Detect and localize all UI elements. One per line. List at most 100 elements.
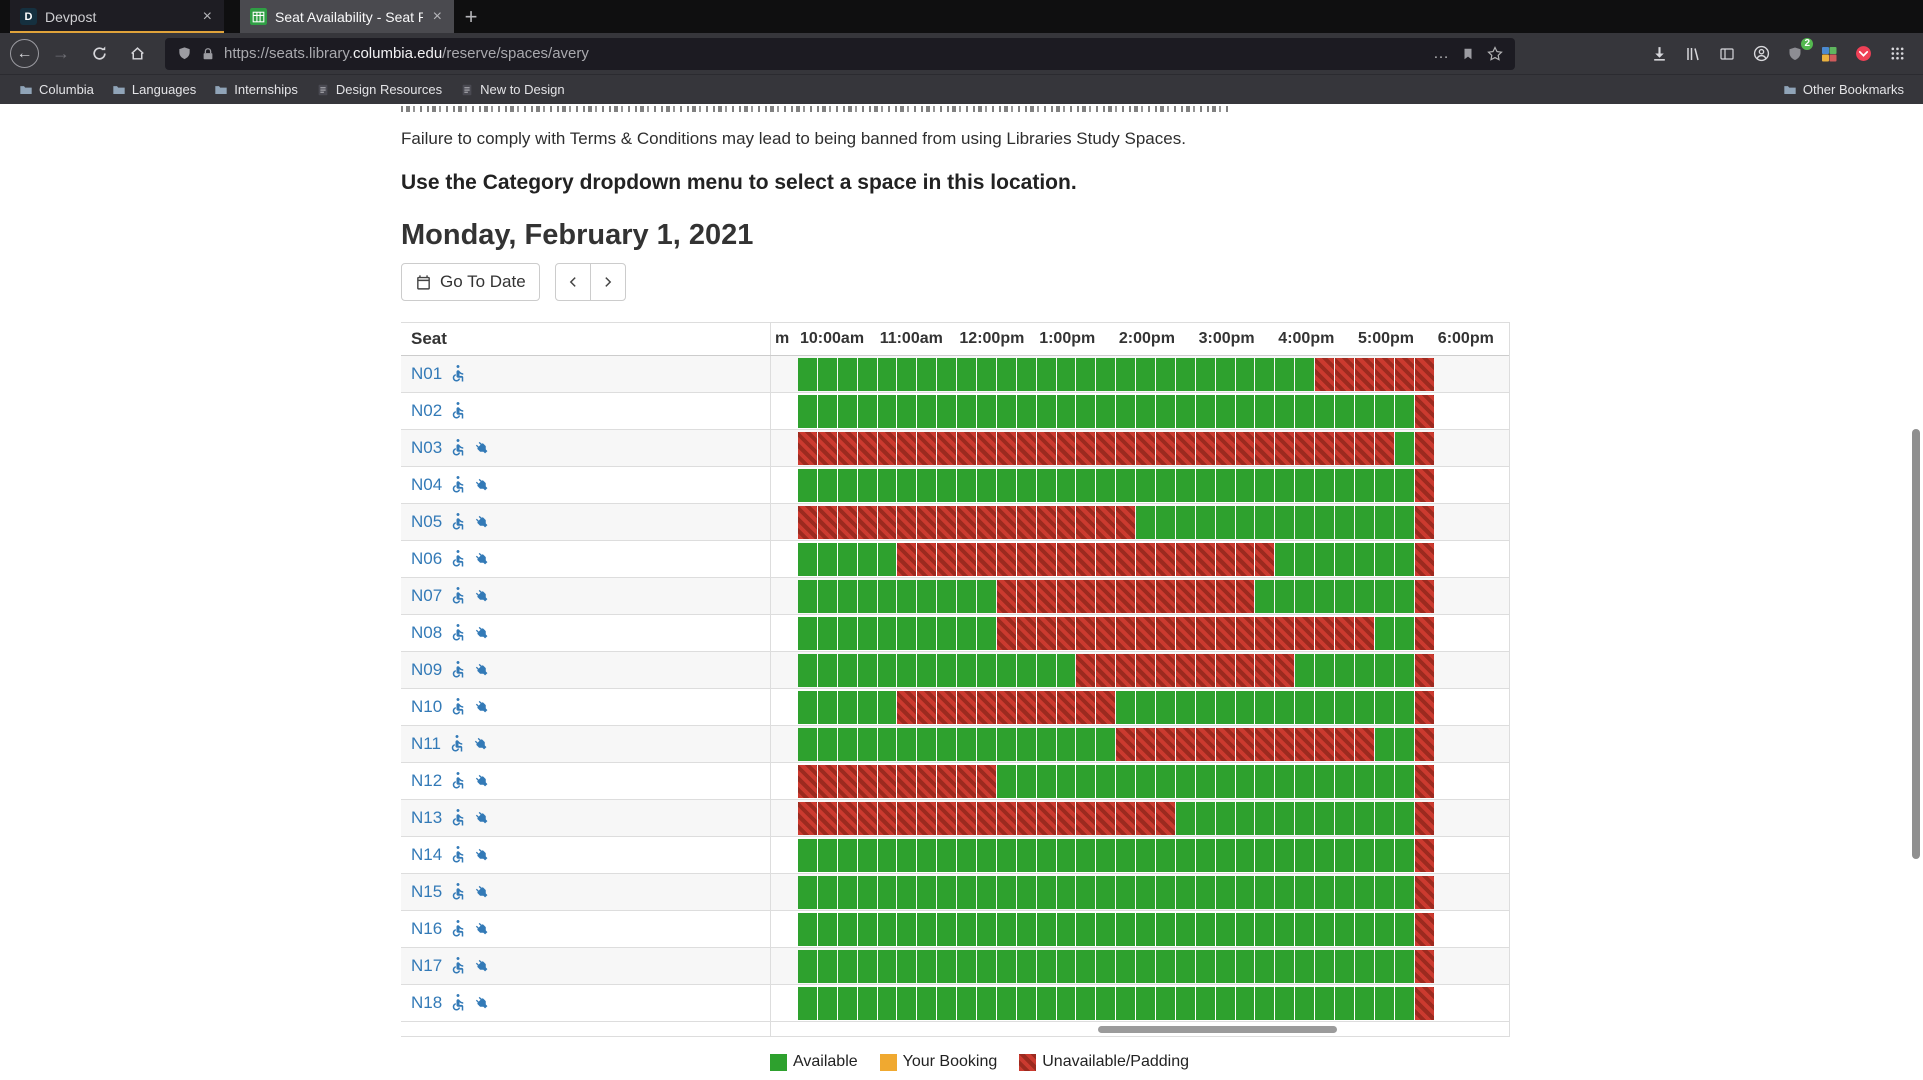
slot-unavailable[interactable] — [1056, 616, 1076, 650]
slot-available[interactable] — [977, 394, 996, 428]
slot-unavailable[interactable] — [1016, 690, 1036, 724]
slot-unavailable[interactable] — [1414, 505, 1434, 539]
slot-available[interactable] — [1175, 986, 1195, 1020]
slot-available[interactable] — [1354, 838, 1374, 872]
slot-available[interactable] — [1255, 690, 1275, 724]
slot-available[interactable] — [917, 986, 937, 1020]
slot-unavailable[interactable] — [1116, 542, 1136, 576]
slot-available[interactable] — [798, 653, 817, 687]
slot-available[interactable] — [1315, 505, 1335, 539]
slot-available[interactable] — [897, 838, 917, 872]
slot-available[interactable] — [1354, 394, 1374, 428]
slot-available[interactable] — [1076, 764, 1096, 798]
slot-available[interactable] — [1374, 653, 1394, 687]
slot-unavailable[interactable] — [1016, 616, 1036, 650]
slot-available[interactable] — [1255, 838, 1275, 872]
slot-available[interactable] — [1275, 801, 1295, 835]
slot-unavailable[interactable] — [1056, 431, 1076, 465]
seat-link[interactable]: N17 — [411, 956, 443, 975]
slot-available[interactable] — [1235, 764, 1255, 798]
slot-available[interactable] — [917, 579, 937, 613]
slot-unavailable[interactable] — [1116, 579, 1136, 613]
slot-unavailable[interactable] — [897, 542, 917, 576]
slot-available[interactable] — [1354, 764, 1374, 798]
slot-available[interactable] — [977, 357, 996, 391]
slot-available[interactable] — [837, 949, 857, 983]
slot-available[interactable] — [1315, 394, 1335, 428]
slot-available[interactable] — [1235, 912, 1255, 946]
slot-available[interactable] — [1374, 542, 1394, 576]
slot-available[interactable] — [857, 542, 877, 576]
slot-available[interactable] — [1335, 875, 1354, 909]
slot-available[interactable] — [1195, 875, 1215, 909]
slot-available[interactable] — [897, 394, 917, 428]
slot-unavailable[interactable] — [1036, 801, 1056, 835]
slot-available[interactable] — [1116, 357, 1136, 391]
slot-available[interactable] — [1175, 838, 1195, 872]
slot-available[interactable] — [1354, 579, 1374, 613]
slot-unavailable[interactable] — [1414, 431, 1434, 465]
slot-unavailable[interactable] — [1335, 431, 1354, 465]
slot-available[interactable] — [897, 875, 917, 909]
slot-available[interactable] — [1116, 838, 1136, 872]
slot-available[interactable] — [1374, 838, 1394, 872]
slot-unavailable[interactable] — [1235, 727, 1255, 761]
slot-available[interactable] — [1255, 468, 1275, 502]
slot-available[interactable] — [996, 838, 1016, 872]
slot-available[interactable] — [1335, 949, 1354, 983]
slot-unavailable[interactable] — [1195, 542, 1215, 576]
slot-unavailable[interactable] — [1215, 616, 1235, 650]
slot-unavailable[interactable] — [1056, 542, 1076, 576]
slot-available[interactable] — [857, 357, 877, 391]
slot-available[interactable] — [1315, 579, 1335, 613]
slot-available[interactable] — [1255, 357, 1275, 391]
slot-available[interactable] — [1136, 949, 1156, 983]
slot-unavailable[interactable] — [1195, 431, 1215, 465]
slot-available[interactable] — [1275, 690, 1295, 724]
slot-available[interactable] — [817, 616, 837, 650]
slot-available[interactable] — [937, 986, 957, 1020]
slot-unavailable[interactable] — [1136, 542, 1156, 576]
slot-available[interactable] — [1195, 690, 1215, 724]
slot-available[interactable] — [1394, 875, 1414, 909]
slot-available[interactable] — [1016, 912, 1036, 946]
slot-available[interactable] — [957, 986, 977, 1020]
slot-available[interactable] — [996, 912, 1016, 946]
slot-available[interactable] — [1036, 653, 1056, 687]
slot-available[interactable] — [1315, 912, 1335, 946]
slot-unavailable[interactable] — [937, 801, 957, 835]
slot-unavailable[interactable] — [1275, 616, 1295, 650]
account-icon[interactable] — [1751, 44, 1771, 64]
page-actions-icon[interactable]: … — [1433, 44, 1449, 62]
slot-unavailable[interactable] — [937, 505, 957, 539]
slot-available[interactable] — [837, 875, 857, 909]
slot-available[interactable] — [1016, 394, 1036, 428]
slot-unavailable[interactable] — [917, 764, 937, 798]
slot-unavailable[interactable] — [817, 764, 837, 798]
slot-available[interactable] — [1036, 838, 1056, 872]
slot-available[interactable] — [1175, 764, 1195, 798]
slot-unavailable[interactable] — [798, 505, 817, 539]
slot-available[interactable] — [1315, 986, 1335, 1020]
slot-available[interactable] — [996, 986, 1016, 1020]
slot-available[interactable] — [817, 653, 837, 687]
slot-available[interactable] — [1315, 690, 1335, 724]
slot-available[interactable] — [798, 357, 817, 391]
seat-link[interactable]: N07 — [411, 586, 443, 605]
slot-unavailable[interactable] — [1036, 505, 1056, 539]
slot-available[interactable] — [798, 727, 817, 761]
slot-unavailable[interactable] — [1215, 431, 1235, 465]
slot-unavailable[interactable] — [1414, 949, 1434, 983]
slot-unavailable[interactable] — [1175, 542, 1195, 576]
slot-available[interactable] — [877, 542, 897, 576]
slot-available[interactable] — [1335, 690, 1354, 724]
forward-button[interactable]: → — [52, 43, 70, 63]
slot-available[interactable] — [1195, 468, 1215, 502]
slot-unavailable[interactable] — [857, 505, 877, 539]
slot-unavailable[interactable] — [1016, 542, 1036, 576]
slot-available[interactable] — [1136, 357, 1156, 391]
slot-unavailable[interactable] — [1136, 801, 1156, 835]
slot-unavailable[interactable] — [1076, 801, 1096, 835]
slot-unavailable[interactable] — [1235, 616, 1255, 650]
slot-unavailable[interactable] — [937, 690, 957, 724]
